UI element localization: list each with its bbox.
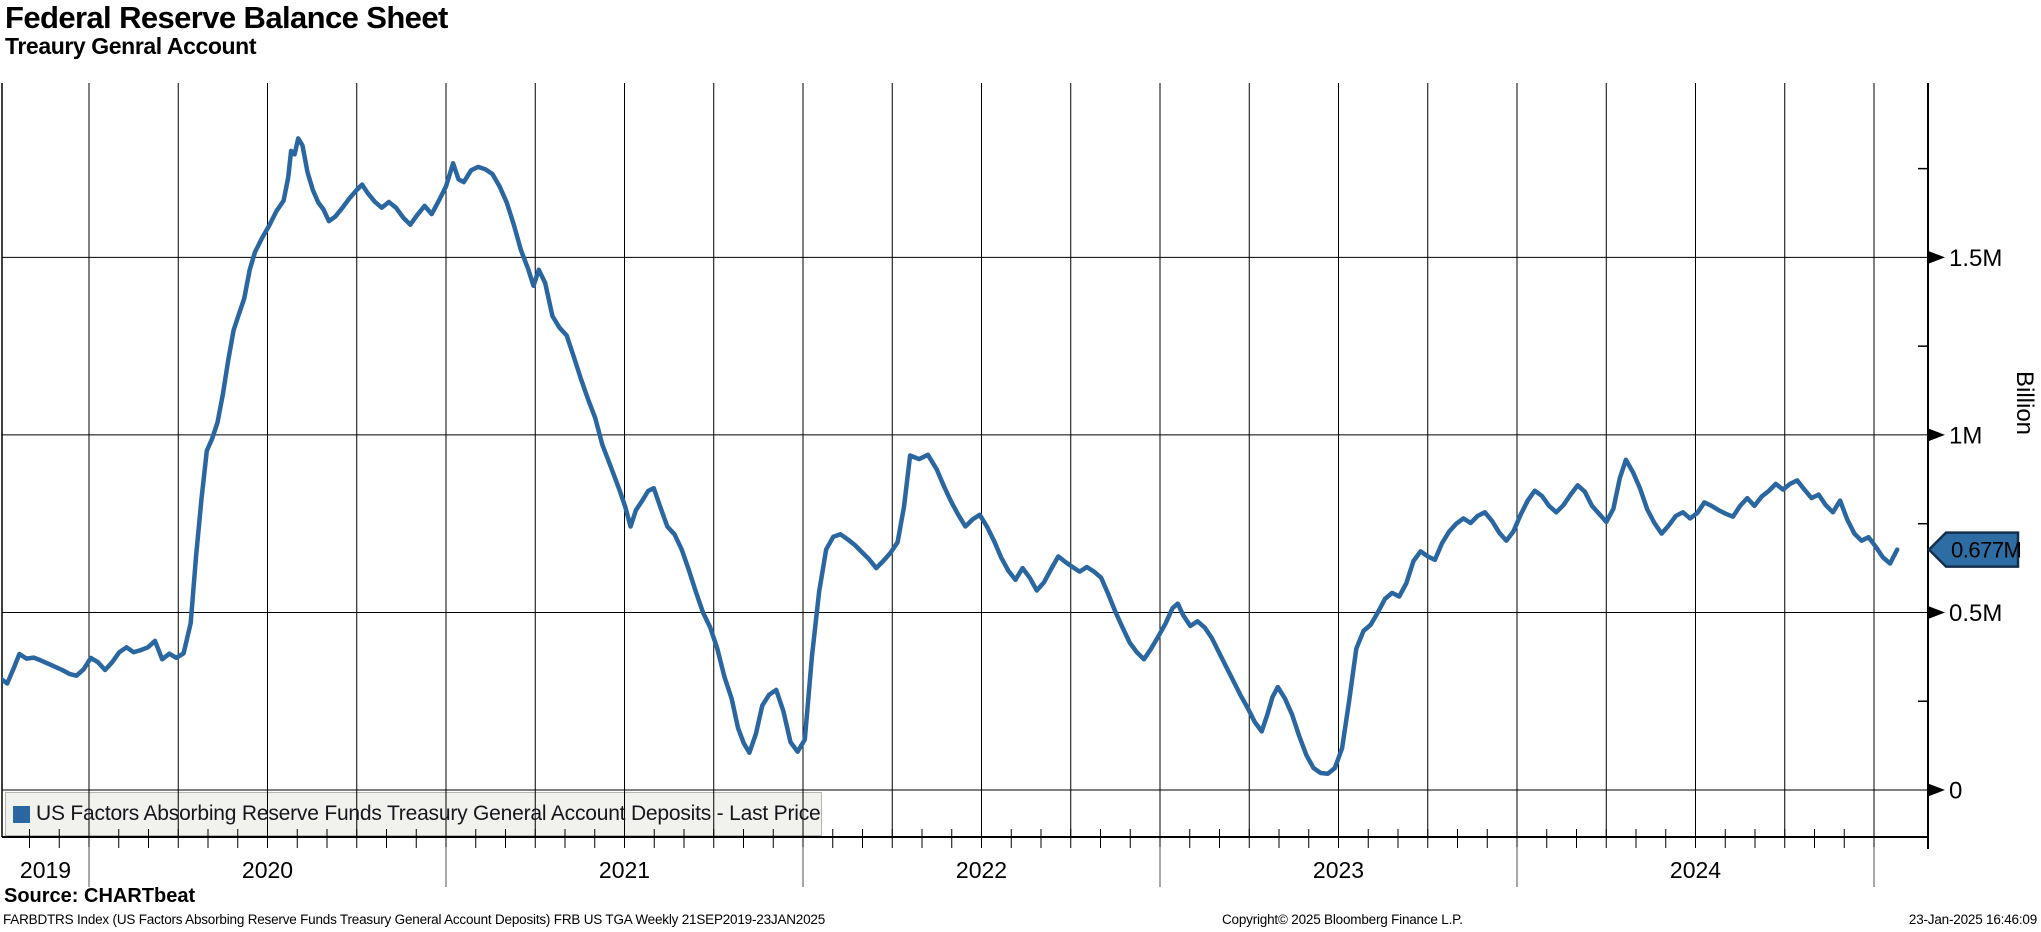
legend-swatch-icon bbox=[13, 805, 30, 823]
last-price-flag[interactable]: 0.677M bbox=[1927, 531, 2022, 568]
page-title: Federal Reserve Balance Sheet bbox=[5, 0, 448, 35]
copyright-notice: Copyright© 2025 Bloomberg Finance L.P. bbox=[1222, 912, 1463, 927]
legend-box bbox=[5, 792, 822, 836]
svg-text:2021: 2021 bbox=[599, 857, 650, 883]
source-label: Source: CHARTbeat bbox=[4, 885, 196, 907]
legend-label: US Factors Absorbing Reserve Funds Treas… bbox=[36, 802, 821, 825]
svg-text:1M: 1M bbox=[1949, 422, 1982, 449]
last-price-value: 0.677M bbox=[1951, 538, 2021, 563]
svg-text:0.5M: 0.5M bbox=[1949, 600, 2002, 627]
svg-text:2022: 2022 bbox=[956, 857, 1007, 883]
legend[interactable]: US Factors Absorbing Reserve Funds Treas… bbox=[13, 799, 821, 829]
svg-text:2024: 2024 bbox=[1670, 857, 1721, 883]
svg-text:0: 0 bbox=[1949, 778, 1962, 805]
svg-text:2023: 2023 bbox=[1313, 857, 1364, 883]
ticker-description: FARBDTRS Index (US Factors Absorbing Res… bbox=[3, 912, 826, 927]
chart-subtitle: Treaury Genral Account bbox=[5, 33, 257, 59]
svg-text:2020: 2020 bbox=[242, 857, 293, 883]
y-axis-title: Billion bbox=[2011, 371, 2038, 436]
svg-text:2019: 2019 bbox=[20, 857, 71, 883]
svg-text:1.5M: 1.5M bbox=[1949, 245, 2002, 272]
timestamp: 23-Jan-2025 16:46:09 bbox=[1908, 912, 2037, 927]
price-line bbox=[2, 136, 1900, 776]
